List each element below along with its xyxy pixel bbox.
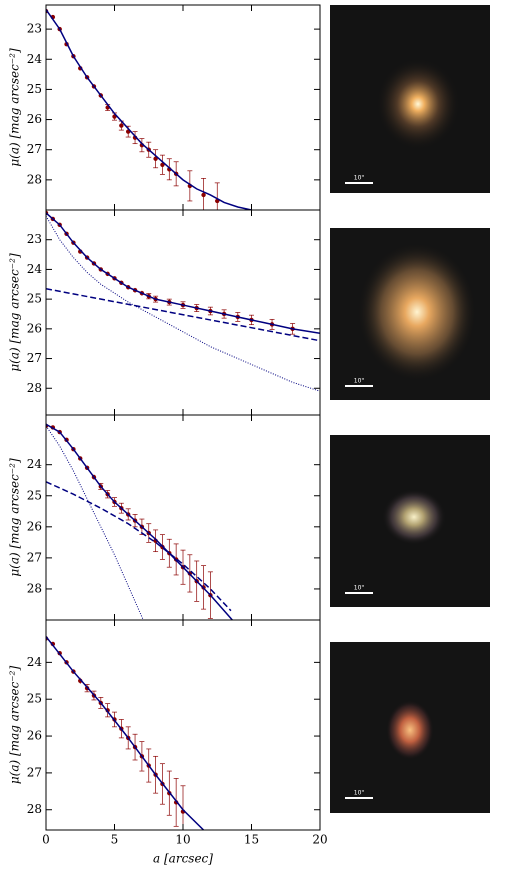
x-tick-label: 15 — [244, 833, 259, 847]
y-tick-label: 28 — [27, 802, 42, 816]
y-tick-label: 24 — [27, 457, 43, 471]
x-tick-label: 5 — [111, 833, 119, 847]
y-tick-label: 28 — [27, 381, 42, 395]
panel: 24 25 26 27 28 μ(a) [mag arcsec⁻²] — [8, 414, 321, 621]
fit-line — [46, 215, 320, 392]
galaxy — [382, 489, 446, 545]
plot-frame — [45, 414, 321, 621]
galaxy — [376, 58, 460, 150]
y-tick-label: 24 — [27, 655, 43, 669]
fit-line — [46, 9, 252, 210]
y-tick-label: 25 — [27, 488, 42, 502]
y-tick-label: 23 — [27, 22, 42, 36]
x-tick-label: 20 — [312, 833, 327, 847]
y-tick-label: 26 — [27, 321, 42, 335]
y-tick-label: 24 — [27, 52, 43, 66]
y-tick-label: 27 — [27, 351, 42, 365]
panel: 23 24 25 26 27 28 μ(a) [mag arcsec⁻²] — [8, 209, 321, 416]
y-axis-label: μ(a) [mag arcsec⁻²] — [8, 666, 22, 785]
panel: 24 25 26 27 28 0 5 10 15 20 μ(a) [mag arcsec⁻²] a [… — [8, 619, 328, 866]
y-tick-label: 25 — [27, 292, 42, 306]
fit-line — [46, 636, 205, 830]
y-tick-label: 23 — [27, 232, 42, 246]
thumbnails — [330, 5, 490, 813]
data-point — [119, 123, 124, 128]
galaxy — [386, 700, 434, 760]
fit-line — [46, 212, 320, 335]
y-tick-label: 28 — [27, 581, 42, 595]
fit-line — [46, 425, 144, 620]
scale-label: 10" — [354, 790, 365, 797]
y-axis-label: μ(a) [mag arcsec⁻²] — [8, 458, 22, 577]
scale-label: 10" — [354, 175, 365, 182]
y-tick-label: 24 — [27, 262, 43, 276]
y-axis-label: μ(a) [mag arcsec⁻²] — [8, 253, 22, 372]
x-axis-label: a [arcsec] — [153, 852, 213, 866]
scale-label: 10" — [354, 585, 365, 592]
y-tick-label: 25 — [27, 82, 42, 96]
y-axis-label: μ(a) [mag arcsec⁻²] — [8, 48, 22, 167]
y-tick-label: 27 — [27, 142, 42, 156]
galaxy — [357, 242, 477, 382]
y-tick-label: 27 — [27, 765, 42, 779]
scale-label: 10" — [354, 378, 365, 385]
y-tick-label: 26 — [27, 729, 42, 743]
x-tick-label: 0 — [42, 833, 50, 847]
y-tick-label: 28 — [27, 172, 42, 186]
fit-line — [46, 287, 320, 342]
y-tick-label: 26 — [27, 112, 42, 126]
panel: 23 24 25 26 27 28 μ(a) [mag arcsec⁻²] — [8, 4, 321, 211]
plot-frame — [45, 209, 321, 416]
y-tick-label: 27 — [27, 550, 42, 564]
data-point — [201, 192, 206, 198]
fit-line — [46, 423, 233, 620]
y-tick-label: 25 — [27, 692, 42, 706]
y-tick-label: 26 — [27, 519, 42, 533]
x-tick-label: 10 — [175, 833, 190, 847]
fit-line — [46, 481, 232, 612]
